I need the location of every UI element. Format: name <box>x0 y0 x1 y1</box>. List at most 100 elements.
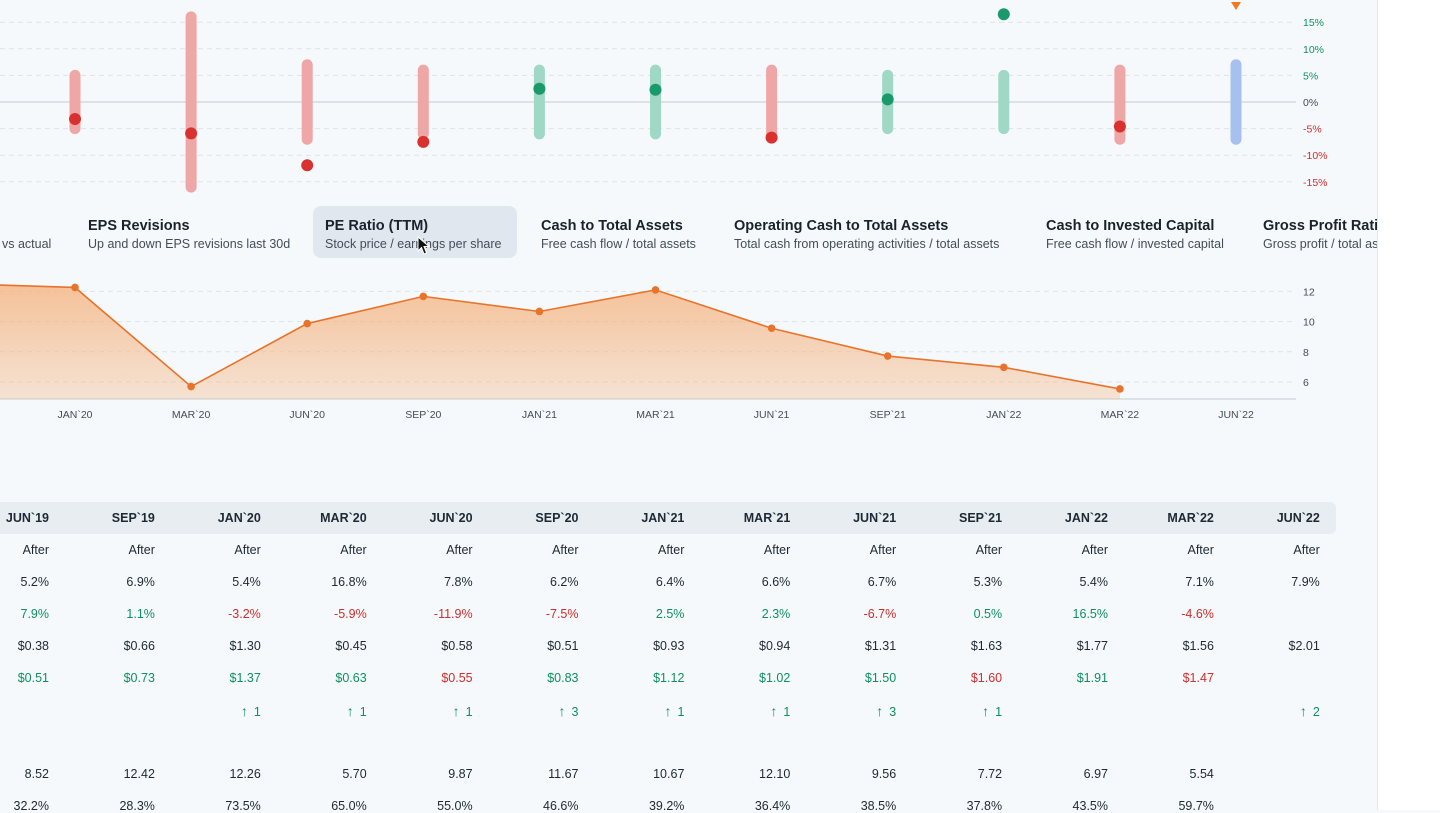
metric-tab[interactable]: Cash to Invested Capital Free cash flow /… <box>1034 206 1236 258</box>
pe-point[interactable] <box>71 283 79 292</box>
metric-tab-title: EPS Revisions <box>88 218 190 234</box>
x-tick-label: MAR`21 <box>636 409 675 421</box>
table-cell-value: 7.1% <box>1185 575 1214 589</box>
pe-point[interactable] <box>419 292 428 301</box>
metric-tab[interactable]: EPS Revisions Up and down EPS revisions l… <box>76 206 302 258</box>
up-arrow-icon: ↑ <box>558 703 566 719</box>
table-cell-value: -11.9% <box>433 607 473 621</box>
pe-point[interactable] <box>303 319 312 328</box>
pe-point[interactable] <box>1000 363 1008 372</box>
metric-tab-description: Up and down EPS revisions last 30d <box>88 237 291 251</box>
table-cell-value: 28.3% <box>119 799 155 813</box>
y-tick-label: 5% <box>1303 70 1318 82</box>
metric-tab-title: Gross Profit Ratio <box>1263 218 1377 234</box>
table-cell: $0.51 <box>469 639 578 653</box>
table-cell: 10.67 <box>574 767 684 781</box>
column-header: MAR`21 <box>680 511 791 525</box>
y-tick-label: 8 <box>1303 347 1309 359</box>
pe-point[interactable] <box>767 324 776 333</box>
metric-tab-description: Free cash flow / invested capital <box>1046 237 1224 251</box>
column-header-value: JUN`19 <box>5 511 49 525</box>
actual-value-dot[interactable] <box>649 83 662 96</box>
table-cell: After <box>45 543 155 557</box>
pe-point[interactable] <box>535 307 544 316</box>
table-cell-value: 32.2% <box>13 799 49 813</box>
table-cell: ↑ 1 <box>892 703 1002 719</box>
table-cell-value: After <box>128 543 155 557</box>
table-cell: 7.72 <box>892 767 1002 781</box>
table-cell: 16.5% <box>998 607 1108 621</box>
x-tick-label: JUN`21 <box>754 409 790 421</box>
table-cell: $0.38 <box>0 639 49 653</box>
table-cell-value: 39.2% <box>648 799 685 813</box>
table-cell-value: -4.6% <box>1181 607 1214 621</box>
up-arrow-icon: ↑ <box>982 703 990 719</box>
actual-value-dot[interactable] <box>417 135 430 148</box>
table-cell-value: $0.55 <box>441 671 473 685</box>
table-cell: $0.45 <box>257 639 366 653</box>
table-cell-value: $0.94 <box>759 639 791 653</box>
table-cell-value: After <box>340 543 367 557</box>
x-tick-label: JUN`22 <box>1218 409 1254 421</box>
y-tick-label: 10% <box>1303 44 1324 56</box>
table-cell: 9.87 <box>363 767 472 781</box>
x-tick-label: MAR`20 <box>172 409 211 421</box>
up-arrow-icon: ↑ <box>664 703 672 719</box>
actual-value-dot[interactable] <box>997 8 1010 21</box>
table-cell-value: $1.02 <box>759 671 791 685</box>
table-cell-value: $0.63 <box>335 671 367 685</box>
table-cell-value: 5.3% <box>973 575 1003 589</box>
y-tick-label: -10% <box>1303 150 1328 162</box>
table-cell: $1.47 <box>1104 671 1214 685</box>
metric-tab-strip[interactable]: vs actual EPS Revisions Up and down EPS re… <box>0 206 1377 262</box>
table-cell: $1.63 <box>892 639 1002 653</box>
actual-value-dot[interactable] <box>533 82 546 95</box>
y-tick-label: 12 <box>1303 286 1315 298</box>
table-cell-value: $0.51 <box>17 671 49 685</box>
table-cell: ↑ 1 <box>151 703 261 719</box>
actual-value-dot[interactable] <box>301 159 314 172</box>
column-header-value: MAR`21 <box>743 511 791 525</box>
column-header-value: JUN`21 <box>853 511 897 525</box>
table-cell: $0.63 <box>257 671 367 685</box>
actual-value-dot[interactable] <box>765 131 778 144</box>
pe-ratio-area-chart: 12 10 8 6 JAN`20 MAR`20 JUN`20 SEP`20 JAN`21 MAR`… <box>0 283 1315 421</box>
table-cell: $1.60 <box>892 671 1002 685</box>
actual-value-dot[interactable] <box>185 127 198 140</box>
actual-value-dot[interactable] <box>1113 120 1126 133</box>
pe-point[interactable] <box>1116 385 1124 393</box>
y-tick-label: 10 <box>1303 317 1315 329</box>
metric-tab[interactable]: Gross Profit Ratio Gross profit / total a… <box>1251 206 1377 258</box>
table-cell: After <box>892 543 1002 557</box>
table-cell-value: 46.6% <box>543 799 579 813</box>
actual-value-dot[interactable] <box>69 113 81 126</box>
pe-point[interactable] <box>883 352 892 360</box>
table-cell: 12.42 <box>45 767 155 781</box>
metric-tab[interactable]: Operating Cash to Total Assets Total cash… <box>722 206 1011 258</box>
up-arrow-icon: ↑ <box>876 703 884 719</box>
table-cell-value: 1 <box>995 705 1003 719</box>
table-cell: 6.7% <box>786 575 897 589</box>
metric-tab[interactable]: vs actual <box>0 206 63 258</box>
table-cell-value: 5.4% <box>232 575 261 589</box>
table-cell-value: $0.83 <box>547 671 579 685</box>
table-cell: ↑ 1 <box>257 703 367 719</box>
metric-tab[interactable]: Cash to Total Assets Free cash flow / tot… <box>529 206 708 258</box>
pe-point[interactable] <box>187 382 195 391</box>
table-cell-value: 65.0% <box>331 799 367 813</box>
table-cell: After <box>680 543 790 557</box>
actual-value-dot[interactable] <box>881 93 894 106</box>
table-cell-value: 73.5% <box>225 799 261 813</box>
column-header: MAR`20 <box>257 511 367 525</box>
table-cell-value: 3 <box>889 705 897 719</box>
table-cell: After <box>1210 543 1319 557</box>
table-cell: -6.7% <box>786 607 897 621</box>
metric-tab-description: vs actual <box>2 237 52 251</box>
pe-point[interactable] <box>651 286 660 294</box>
table-cell-value: $1.12 <box>653 671 685 685</box>
surprise-range-chart: 15% 10% 5% 0% -5% -10% -15% <box>0 2 1328 193</box>
table-cell: 11.67 <box>469 767 578 781</box>
table-cell-value: $0.73 <box>123 671 155 685</box>
metric-tab[interactable]: PE Ratio (TTM) Stock price / earnings per… <box>313 206 517 258</box>
table-cell-value: 0.5% <box>973 607 1003 621</box>
